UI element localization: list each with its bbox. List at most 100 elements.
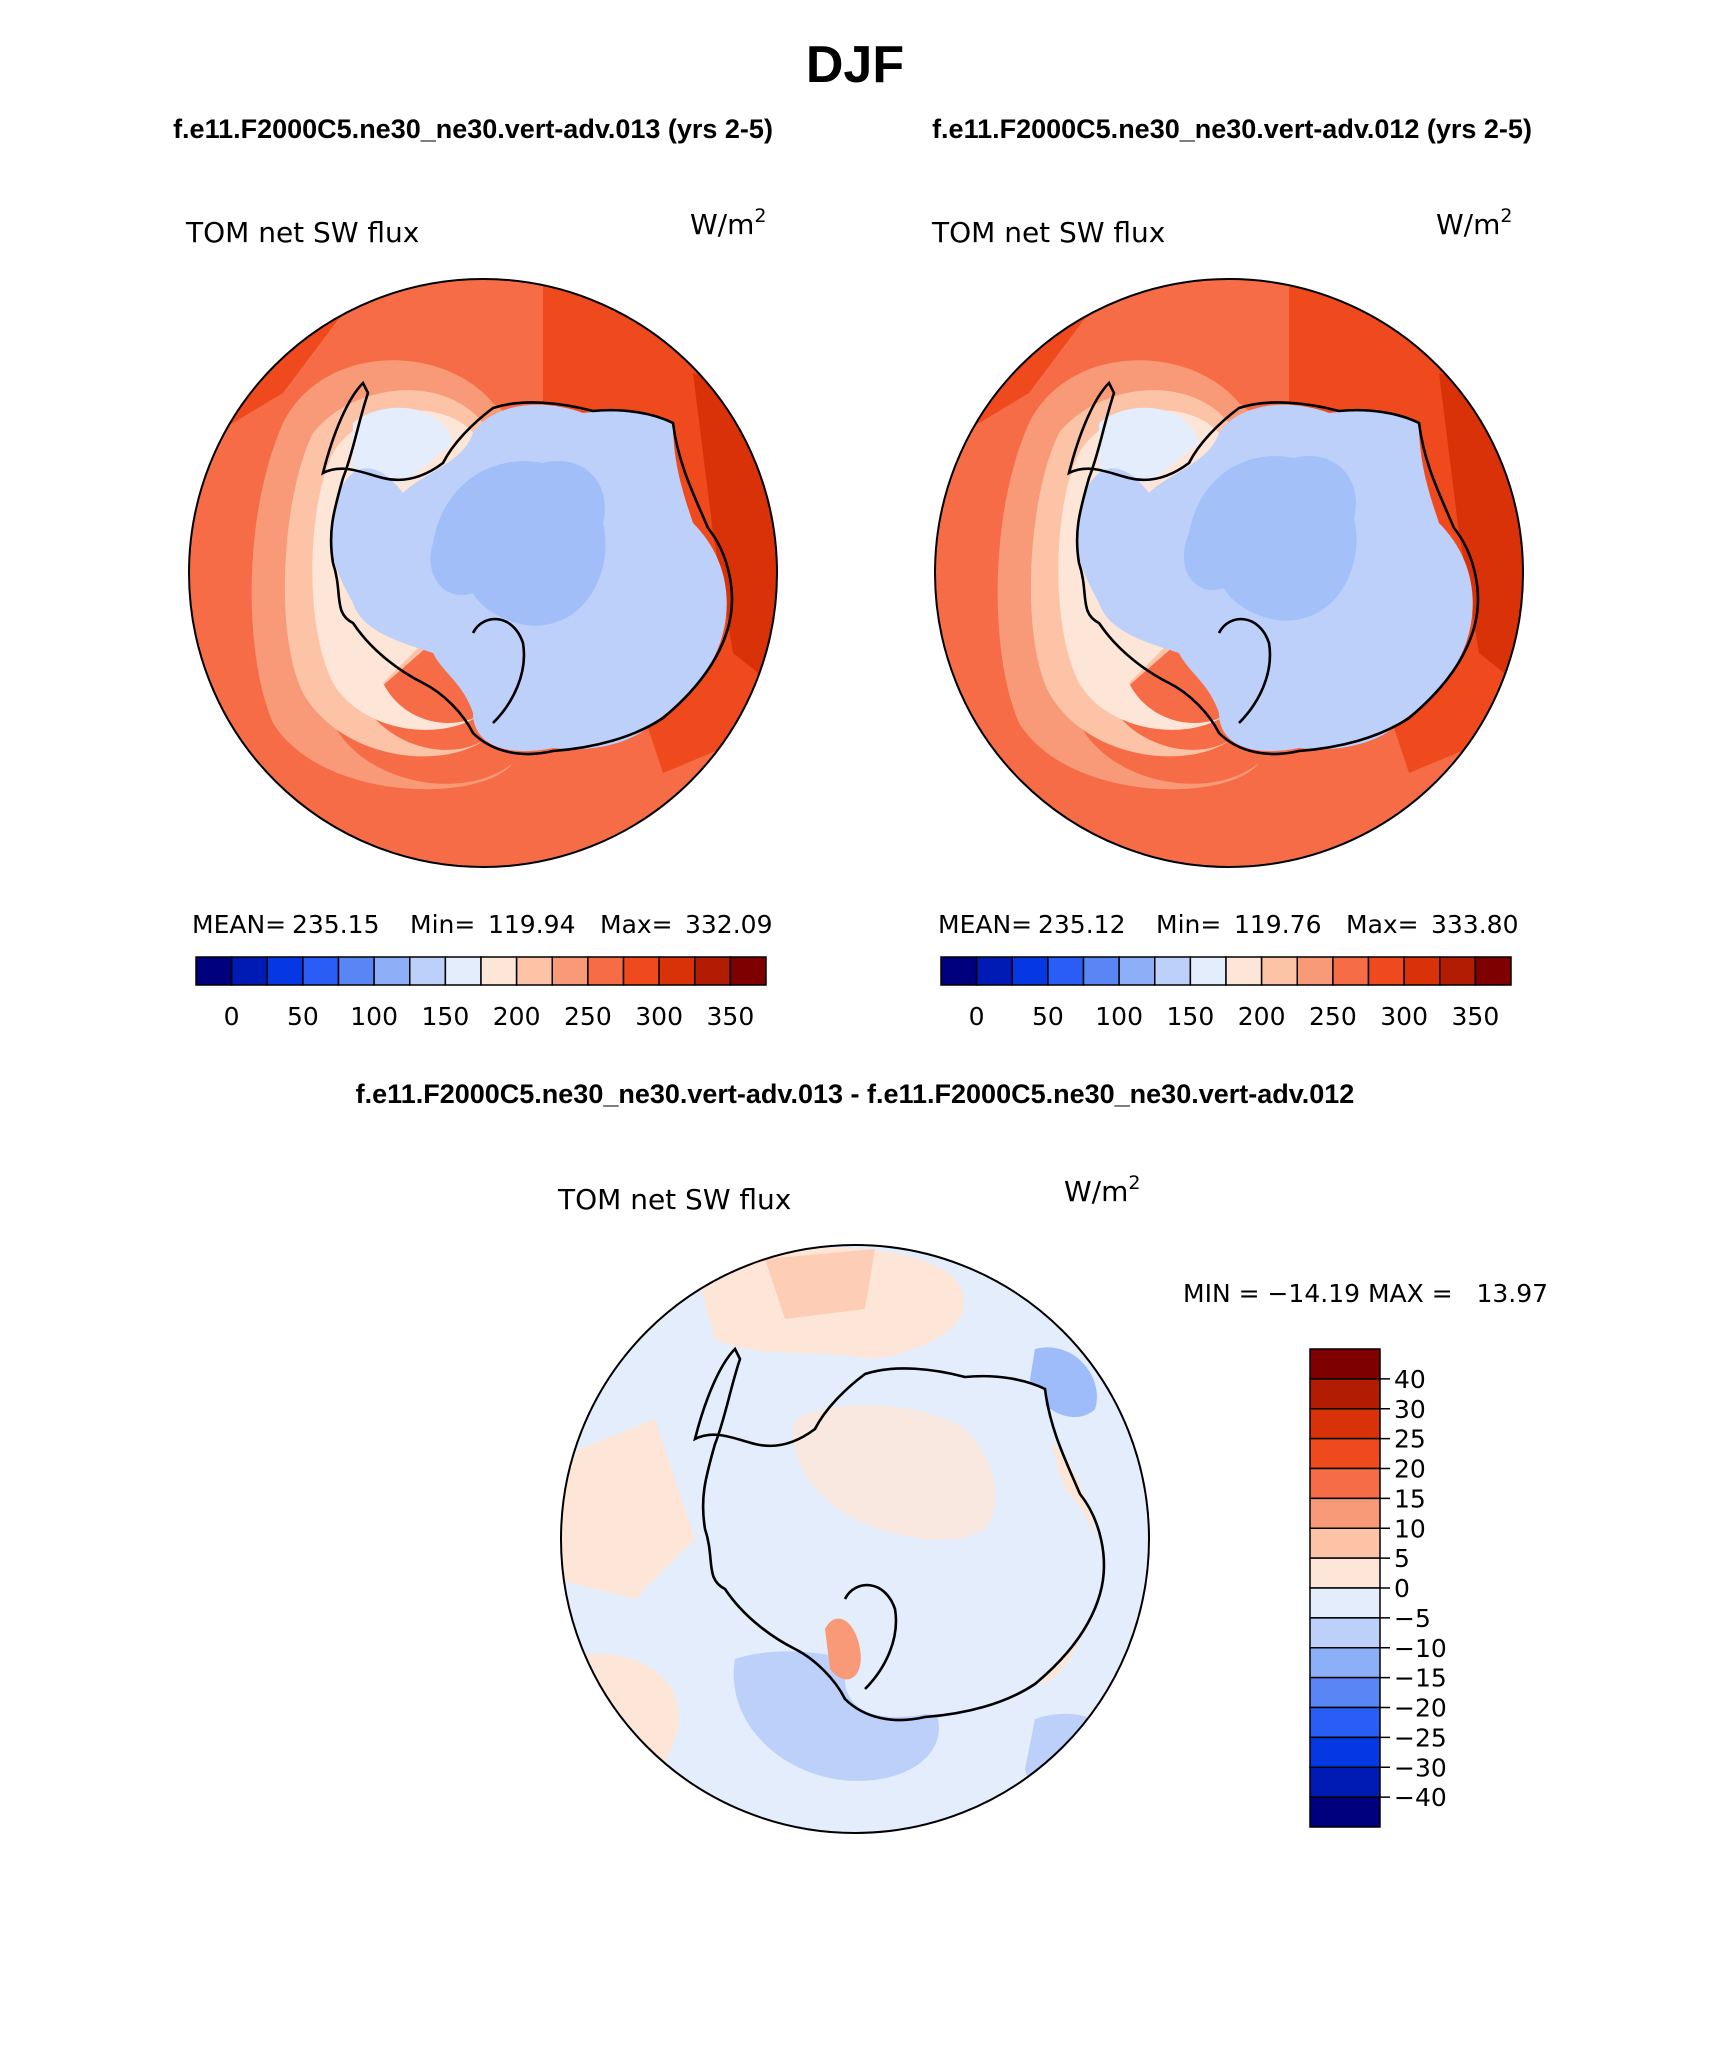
panel1-colorbar-swatch <box>409 956 447 986</box>
diff-pos-west <box>561 1419 695 1599</box>
panel1-colorbar-tick-label: 0 <box>224 1002 240 1031</box>
panel2-colorbar-swatch <box>1118 956 1156 986</box>
panel1-colorbar-swatch <box>622 956 660 986</box>
panel-case2: TOM net SW flux W/m2 MEAN= 235.12 <box>931 205 1524 1031</box>
panel2-mean-label: MEAN= <box>938 910 1032 939</box>
diff-colorbar-tick-label: 30 <box>1394 1395 1426 1424</box>
diff-title: f.e11.F2000C5.ne30_ne30.vert-adv.013 - f… <box>356 1079 1355 1109</box>
diff-colorbar-tick-label: 10 <box>1394 1514 1426 1543</box>
panel2-mean: 235.12 <box>1038 910 1125 939</box>
panel1-variable-label: TOM net SW flux <box>185 216 419 249</box>
panel1-colorbar-swatch <box>551 956 589 986</box>
panel2-colorbar-tick-label: 250 <box>1309 1002 1357 1031</box>
panel1-colorbar-tick-label: 100 <box>350 1002 398 1031</box>
panel1-units-label: W/m2 <box>690 205 767 241</box>
diff-colorbar-swatch <box>1309 1676 1381 1709</box>
panel1-colorbar-tick-label: 250 <box>564 1002 612 1031</box>
panel1-colorbar-swatch <box>302 956 340 986</box>
panel2-colorbar-swatch <box>1474 956 1512 986</box>
panel1-max-label: Max= <box>600 910 673 939</box>
panel2-colorbar-swatch <box>1403 956 1441 986</box>
diff-colorbar-swatch <box>1309 1467 1381 1500</box>
panel2-max-label: Max= <box>1346 910 1419 939</box>
diff-colorbar-swatch <box>1309 1766 1381 1798</box>
panel2-map-border <box>934 278 1524 868</box>
diff-colorbar-swatch <box>1309 1348 1381 1380</box>
panel2-colorbar-tick-label: 200 <box>1238 1002 1286 1031</box>
panel1-peninsula-cloud <box>353 407 453 483</box>
diff-colorbar-tick-label: −25 <box>1394 1723 1447 1752</box>
diff-colorbar-swatch <box>1309 1706 1381 1739</box>
panel2-stats: MEAN= 235.12 Min= 119.76 Max= 333.80 <box>938 910 1518 939</box>
panel2-colorbar-tick-label: 150 <box>1167 1002 1215 1031</box>
panel2-colorbar-tick-label: 350 <box>1452 1002 1500 1031</box>
panel1-plateau-low <box>430 461 606 626</box>
panel2-colorbar-swatch <box>1047 956 1085 986</box>
panel2-colorbar-swatch <box>940 956 978 986</box>
panel1-colorbar-swatch <box>373 956 411 986</box>
panel2-colorbar-swatch <box>1332 956 1370 986</box>
diff-colorbar-swatch <box>1309 1617 1381 1649</box>
panel1-colorbar-swatch <box>658 956 696 986</box>
diff-colorbar-swatch <box>1309 1647 1381 1679</box>
diff-minmax: MIN = −14.19 MAX = 13.97 <box>1183 1279 1548 1308</box>
diff-ross-coast <box>843 1583 898 1690</box>
diff-map-border <box>560 1244 1150 1834</box>
panel1-map-border <box>188 278 778 868</box>
panel2-plateau-low <box>1183 456 1357 621</box>
panel1-max: 332.09 <box>685 910 772 939</box>
panel1-colorbar-swatch <box>230 956 268 986</box>
panel2-colorbar-swatch <box>975 956 1013 986</box>
panel2-peninsula-cloud <box>1099 407 1199 483</box>
panel1-colorbar-tick-label: 300 <box>635 1002 683 1031</box>
diff-colorbar-tick-label: 5 <box>1394 1544 1410 1573</box>
panel2-units-label: W/m2 <box>1436 205 1513 241</box>
panel1-colorbar-swatch <box>515 956 553 986</box>
diff-pos-north-core <box>765 1249 875 1319</box>
panel1-colorbar-tick-label: 200 <box>493 1002 541 1031</box>
diff-colorbar-swatch <box>1309 1557 1381 1589</box>
panel2-coastline <box>1067 380 1480 756</box>
panel-difference: TOM net SW flux W/m2 MIN = −14.19 MAX = … <box>557 1172 1548 1834</box>
diff-colorbar-tick-label: −20 <box>1394 1694 1447 1723</box>
panel1-colorbar-swatch <box>266 956 304 986</box>
diff-colorbar-swatch <box>1309 1796 1381 1828</box>
panel1-colorbar: 0 50 100 150 200 250 300 350 <box>195 956 767 1031</box>
panel1-min: 119.94 <box>488 910 575 939</box>
panel1-ross-coast <box>471 617 526 724</box>
panel-case1: TOM net SW flux W/m2 MEAN= <box>185 205 778 1031</box>
diff-colorbar-tick-label: −40 <box>1394 1783 1447 1812</box>
case1-title: f.e11.F2000C5.ne30_ne30.vert-adv.013 (yr… <box>173 114 773 144</box>
panel2-colorbar-swatch <box>1225 956 1263 986</box>
case2-title: f.e11.F2000C5.ne30_ne30.vert-adv.012 (yr… <box>932 114 1532 144</box>
panel2-variable-label: TOM net SW flux <box>931 216 1165 249</box>
panel2-colorbar-swatch <box>1296 956 1334 986</box>
panel2-colorbar-swatch <box>1439 956 1477 986</box>
diff-colorbar-tick-label: −15 <box>1394 1664 1447 1693</box>
diff-units-label: W/m2 <box>1064 1172 1141 1208</box>
diff-colorbar-tick-label: 20 <box>1394 1455 1426 1484</box>
panel1-mean-label: MEAN= <box>192 910 286 939</box>
panel2-min: 119.76 <box>1234 910 1321 939</box>
panel1-colorbar-swatch <box>729 956 767 986</box>
diff-colorbar-swatch <box>1309 1587 1381 1619</box>
diff-pos-southwest <box>561 1653 679 1807</box>
panel2-colorbar-tick-label: 300 <box>1380 1002 1428 1031</box>
panel1-colorbar-tick-label: 350 <box>707 1002 755 1031</box>
panel1-colorbar-tick-label: 50 <box>287 1002 319 1031</box>
panel2-map <box>934 278 1524 868</box>
diff-coastline <box>693 1346 1106 1722</box>
panel2-colorbar-tick-label: 50 <box>1032 1002 1064 1031</box>
panel1-map <box>188 278 778 868</box>
panel2-colorbar-swatch <box>1367 956 1405 986</box>
panel1-colorbar-swatch <box>195 956 233 986</box>
panel2-colorbar-tick-label: 100 <box>1095 1002 1143 1031</box>
panel2-max: 333.80 <box>1431 910 1518 939</box>
diff-colorbar-tick-label: 0 <box>1394 1574 1410 1603</box>
diff-colorbar-swatch <box>1309 1527 1381 1559</box>
diff-colorbar-swatch <box>1309 1437 1381 1470</box>
panel1-colorbar-swatch <box>480 956 518 986</box>
panel2-colorbar-tick-label: 0 <box>969 1002 985 1031</box>
diff-variable-label: TOM net SW flux <box>557 1183 791 1216</box>
